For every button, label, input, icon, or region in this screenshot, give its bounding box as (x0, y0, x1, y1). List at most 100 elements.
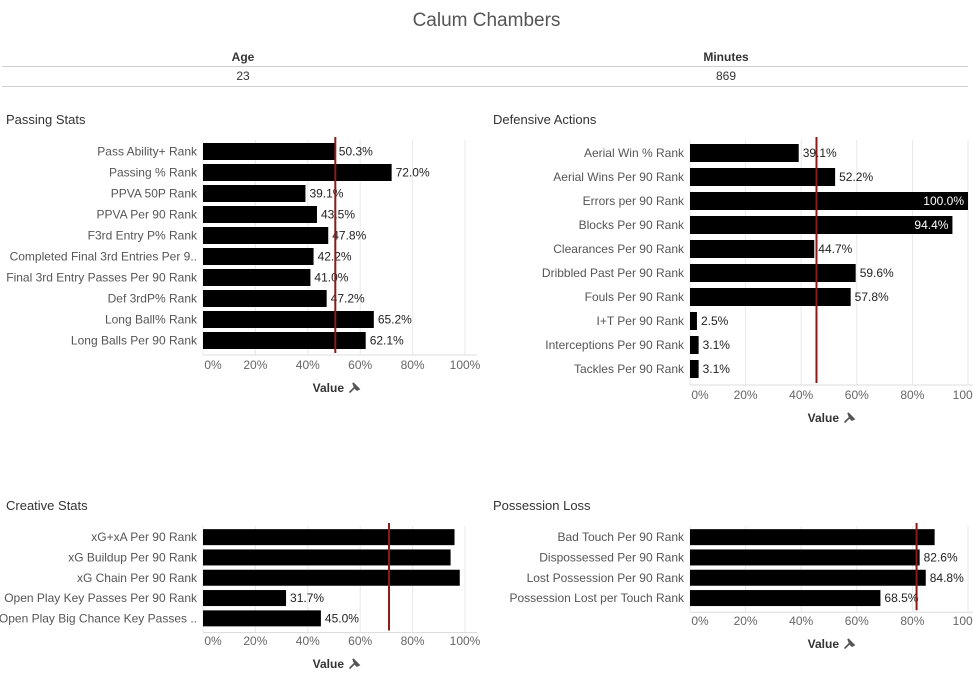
bar (690, 216, 953, 234)
x-tick-label: 40% (789, 388, 813, 402)
bar (690, 144, 799, 162)
data-label: 94.4% (914, 218, 948, 232)
x-tick-label: 80% (401, 634, 425, 648)
data-label: 3.1% (703, 362, 731, 376)
age-value: 23 (236, 69, 250, 83)
panel-title-possession: Possession Loss (493, 498, 591, 513)
category-label: Bad Touch Per 90 Rank (557, 530, 685, 544)
header-divider-top (2, 66, 968, 67)
bar (690, 590, 881, 607)
data-label: 44.7% (818, 242, 852, 256)
x-tick-label: 20% (734, 614, 758, 628)
category-label: Open Play Big Chance Key Passes .. (0, 611, 197, 625)
x-tick-label: 100% (953, 614, 973, 628)
x-axis-title: Value (313, 381, 345, 395)
x-axis-title: Value (808, 411, 840, 425)
category-label: Passing % Rank (109, 166, 198, 180)
data-label: 47.8% (332, 229, 366, 243)
bar (203, 290, 327, 307)
category-label: xG Chain Per 90 Rank (77, 571, 198, 585)
x-tick-label: 0% (204, 358, 222, 372)
page-title: Calum Chambers (412, 10, 561, 31)
category-label: Pass Ability+ Rank (97, 145, 198, 159)
category-label: Possession Lost per Touch Rank (509, 591, 685, 605)
x-tick-label: 40% (296, 358, 320, 372)
panel-title-defensive: Defensive Actions (493, 112, 597, 127)
category-label: Clearances Per 90 Rank (553, 242, 685, 256)
bar (203, 569, 460, 586)
data-label: 65.2% (378, 313, 412, 327)
category-label: Dispossessed Per 90 Rank (539, 550, 685, 564)
bar (690, 569, 926, 586)
category-label: Long Ball% Rank (105, 313, 198, 327)
bar (203, 529, 455, 546)
bar (203, 311, 374, 328)
x-tick-label: 20% (734, 388, 758, 402)
bar (690, 360, 699, 378)
data-label: 43.5% (321, 208, 355, 222)
x-axis-title: Value (808, 637, 840, 651)
bar (203, 332, 366, 349)
bar (690, 336, 699, 354)
bar (203, 549, 451, 566)
data-label: 82.6% (924, 550, 958, 564)
bar (203, 206, 317, 223)
pin-icon (349, 658, 361, 669)
bar (690, 264, 856, 282)
x-tick-label: 20% (243, 634, 267, 648)
age-header: Age (231, 50, 255, 64)
category-label: Tackles Per 90 Rank (574, 362, 685, 376)
x-axis-title: Value (313, 657, 345, 671)
category-label: Blocks Per 90 Rank (579, 218, 685, 232)
bar (203, 590, 287, 607)
data-label: 39.1% (309, 187, 343, 201)
x-tick-label: 40% (296, 634, 320, 648)
data-label: 41.0% (314, 271, 348, 285)
x-tick-label: 40% (789, 614, 813, 628)
category-label: PPVA Per 90 Rank (97, 208, 199, 222)
data-label: 68.5% (884, 591, 918, 605)
data-label: 47.2% (331, 292, 365, 306)
pin-icon (844, 638, 856, 649)
category-label: Def 3rdP% Rank (108, 292, 198, 306)
bar (203, 143, 335, 160)
x-tick-label: 0% (204, 634, 222, 648)
minutes-value: 869 (715, 69, 737, 83)
data-label: 100.0% (923, 194, 964, 208)
x-tick-label: 100% (953, 388, 973, 402)
x-tick-label: 80% (401, 358, 425, 372)
x-tick-label: 80% (900, 614, 924, 628)
minutes-header: Minutes (703, 50, 749, 64)
category-label: Final 3rd Entry Passes Per 90 Rank (6, 271, 198, 285)
category-label: Long Balls Per 90 Rank (71, 334, 198, 348)
bar (690, 168, 836, 186)
bar (203, 610, 321, 627)
category-label: Completed Final 3rd Entries Per 9.. (10, 250, 197, 264)
data-label: 59.6% (860, 266, 894, 280)
data-label: 57.8% (855, 290, 889, 304)
data-label: 39.1% (803, 146, 837, 160)
x-tick-label: 100% (450, 634, 481, 648)
bar (203, 269, 311, 286)
data-label: 31.7% (290, 591, 324, 605)
category-label: Errors per 90 Rank (583, 194, 685, 208)
category-label: PPVA 50P Rank (111, 187, 198, 201)
category-label: I+T Per 90 Rank (597, 314, 685, 328)
bar (203, 248, 314, 265)
data-label: 84.8% (930, 571, 964, 585)
bar (203, 164, 392, 181)
x-tick-label: 20% (243, 358, 267, 372)
header-divider-bottom (2, 86, 968, 87)
data-label: 50.3% (339, 145, 373, 159)
bar (690, 240, 815, 258)
x-tick-label: 60% (348, 634, 372, 648)
data-label: 2.5% (701, 314, 729, 328)
category-label: Aerial Wins Per 90 Rank (553, 170, 685, 184)
bar (690, 192, 968, 210)
data-label: 3.1% (703, 338, 731, 352)
bar (690, 529, 935, 546)
data-label: 52.2% (839, 170, 873, 184)
x-tick-label: 60% (845, 388, 869, 402)
data-label: 72.0% (396, 166, 430, 180)
